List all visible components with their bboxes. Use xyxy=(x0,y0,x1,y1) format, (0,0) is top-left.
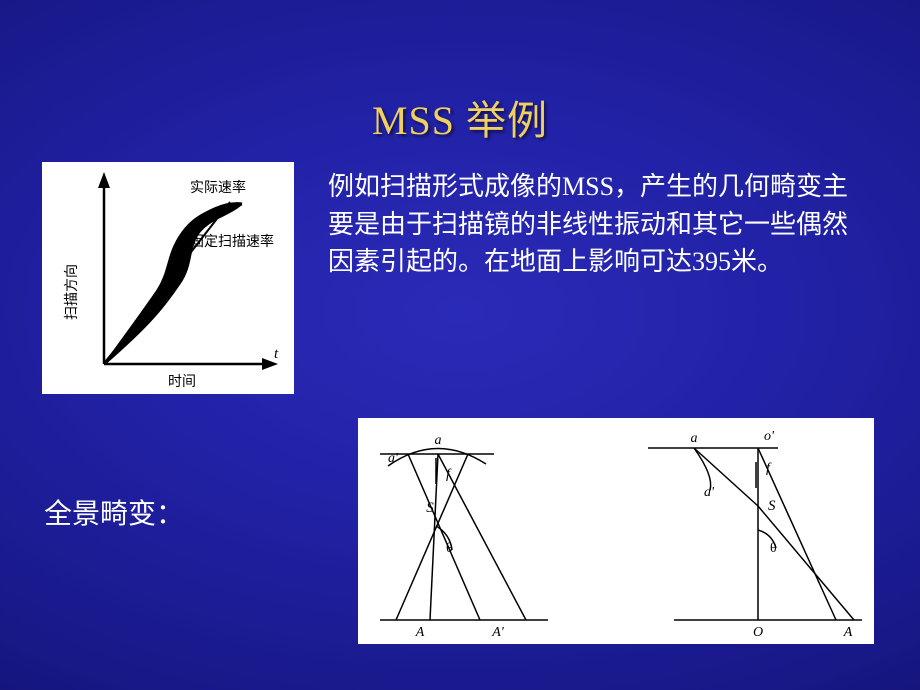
left-S: S xyxy=(426,500,434,516)
right-O: O xyxy=(753,625,763,640)
left-A2: A' xyxy=(491,625,505,640)
right-a: a xyxy=(691,431,698,446)
left-a: a xyxy=(435,433,442,448)
left-theta: θ xyxy=(446,541,453,556)
line-label: 固定扫描速率 xyxy=(190,233,274,250)
slide-title: MSS 举例 xyxy=(0,88,920,146)
body-paragraph: 例如扫描形式成像的MSS，产生的几何畸变主要是由于扫描镜的非线性振动和其它一些偶… xyxy=(328,168,868,281)
right-S: S xyxy=(768,498,776,514)
curve-label: 实际速率 xyxy=(190,179,246,196)
right-theta: θ xyxy=(770,541,777,556)
right-o2: o' xyxy=(764,429,775,444)
scan-rate-diagram: 扫描方向 时间 t 实际速率 固定扫描速率 xyxy=(42,162,294,394)
right-A: A xyxy=(843,625,853,640)
panorama-subtitle: 全景畸变： xyxy=(44,492,184,532)
x-axis-end: t xyxy=(274,346,279,362)
panorama-distortion-diagram: a a' f S θ A A' a o xyxy=(358,418,874,644)
right-f: f xyxy=(766,461,772,476)
x-axis-label: 时间 xyxy=(168,374,196,390)
left-a2: a' xyxy=(388,451,399,466)
y-axis-label: 扫描方向 xyxy=(64,264,80,320)
left-A: A xyxy=(415,625,425,640)
right-a2: a' xyxy=(704,485,715,500)
